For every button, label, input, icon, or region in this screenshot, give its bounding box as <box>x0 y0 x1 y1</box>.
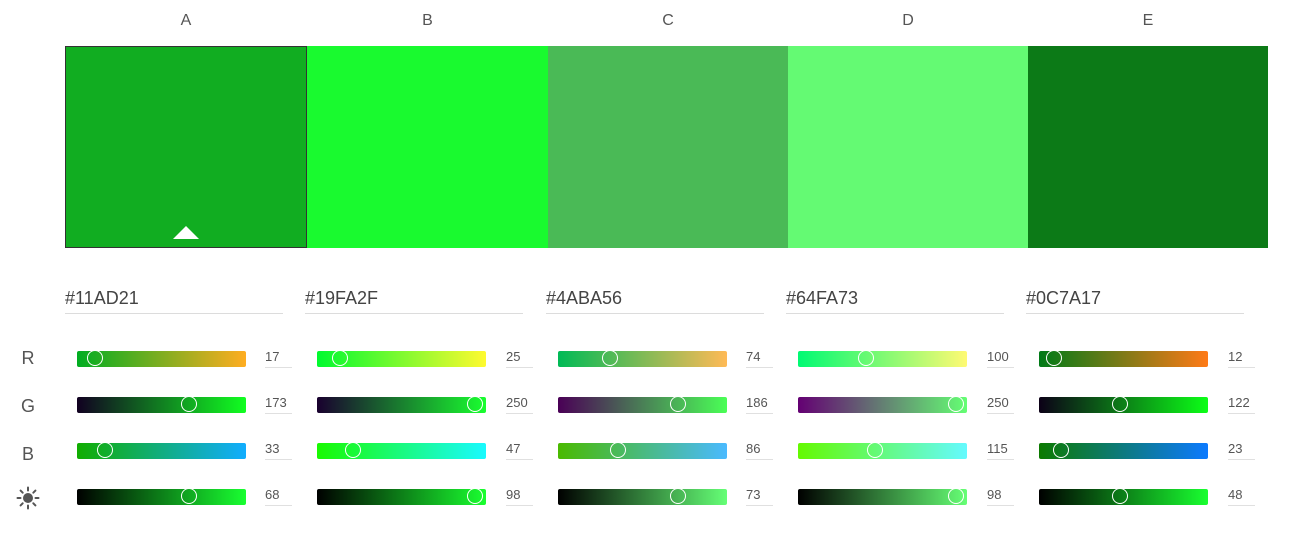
column-letter-d: D <box>902 12 914 29</box>
color-swatch-e[interactable] <box>1028 46 1268 248</box>
slider-knob[interactable] <box>609 442 626 458</box>
g-slider-d[interactable] <box>798 396 967 413</box>
r-slider-b[interactable] <box>317 350 486 367</box>
hex-input-d[interactable] <box>786 284 1004 314</box>
brightness-value-e[interactable] <box>1228 484 1255 506</box>
slider-knob[interactable] <box>1052 442 1069 458</box>
slider-knob[interactable] <box>332 350 348 366</box>
hex-input-c[interactable] <box>546 284 764 314</box>
slider-knob[interactable] <box>180 396 197 412</box>
b-value-a[interactable] <box>265 438 292 460</box>
hex-input-e[interactable] <box>1026 284 1244 314</box>
slider-knob[interactable] <box>1112 396 1129 412</box>
g-slider-b[interactable] <box>317 396 486 413</box>
r-slider-d[interactable] <box>798 350 967 367</box>
slider-knob[interactable] <box>1112 488 1129 504</box>
b-value-c[interactable] <box>746 438 773 460</box>
brightness-value-b[interactable] <box>506 484 533 506</box>
r-value-b[interactable] <box>506 346 533 368</box>
brightness-slider-d[interactable] <box>798 488 967 505</box>
slider-knob[interactable] <box>602 350 619 366</box>
g-value-b[interactable] <box>506 392 533 414</box>
color-swatch-c[interactable] <box>548 46 788 248</box>
b-slider-a[interactable] <box>77 442 246 459</box>
selected-indicator-icon <box>173 226 199 239</box>
slider-knob[interactable] <box>87 350 104 366</box>
slider-knob[interactable] <box>947 488 964 504</box>
slider-knob[interactable] <box>466 488 483 504</box>
slider-knob[interactable] <box>1046 350 1063 366</box>
slider-knob[interactable] <box>181 488 198 504</box>
r-value-a[interactable] <box>265 346 292 368</box>
hex-input-a[interactable] <box>65 284 283 314</box>
g-slider-a[interactable] <box>77 396 246 413</box>
slider-knob[interactable] <box>669 488 686 504</box>
brightness-slider-e[interactable] <box>1039 488 1208 505</box>
brightness-value-d[interactable] <box>987 484 1014 506</box>
b-value-d[interactable] <box>987 438 1014 460</box>
g-value-a[interactable] <box>265 392 292 414</box>
column-letter-a: A <box>180 12 192 29</box>
b-value-e[interactable] <box>1228 438 1255 460</box>
row-label-r: R <box>21 348 35 368</box>
g-value-e[interactable] <box>1228 392 1255 414</box>
column-letter-e: E <box>1142 12 1154 29</box>
b-slider-b[interactable] <box>317 442 486 459</box>
g-slider-c[interactable] <box>558 396 727 413</box>
g-value-c[interactable] <box>746 392 773 414</box>
brightness-value-c[interactable] <box>746 484 773 506</box>
b-slider-c[interactable] <box>558 442 727 459</box>
color-swatch-d[interactable] <box>788 46 1028 248</box>
column-letter-c: C <box>662 12 674 29</box>
b-slider-e[interactable] <box>1039 442 1208 459</box>
column-letter-b: B <box>422 12 433 29</box>
g-slider-e[interactable] <box>1039 396 1208 413</box>
row-label-g: G <box>20 396 35 416</box>
b-slider-d[interactable] <box>798 442 967 459</box>
slider-knob[interactable] <box>948 396 964 412</box>
r-value-d[interactable] <box>987 346 1014 368</box>
slider-knob[interactable] <box>467 396 483 412</box>
r-slider-e[interactable] <box>1039 350 1208 367</box>
slider-knob[interactable] <box>867 442 883 458</box>
sun-icon <box>16 486 40 510</box>
color-swatch-b[interactable] <box>307 46 548 248</box>
r-slider-a[interactable] <box>77 350 246 367</box>
slider-knob[interactable] <box>669 396 686 412</box>
g-value-d[interactable] <box>987 392 1014 414</box>
brightness-slider-c[interactable] <box>558 488 727 505</box>
r-slider-c[interactable] <box>558 350 727 367</box>
brightness-slider-a[interactable] <box>77 488 246 505</box>
brightness-value-a[interactable] <box>265 484 292 506</box>
slider-knob[interactable] <box>345 442 362 458</box>
row-label-b: B <box>21 444 34 464</box>
r-value-e[interactable] <box>1228 346 1255 368</box>
color-swatch-a[interactable] <box>65 46 307 248</box>
b-value-b[interactable] <box>506 438 533 460</box>
slider-knob[interactable] <box>858 350 874 366</box>
brightness-slider-b[interactable] <box>317 488 486 505</box>
r-value-c[interactable] <box>746 346 773 368</box>
hex-input-b[interactable] <box>305 284 523 314</box>
slider-knob[interactable] <box>96 442 113 458</box>
